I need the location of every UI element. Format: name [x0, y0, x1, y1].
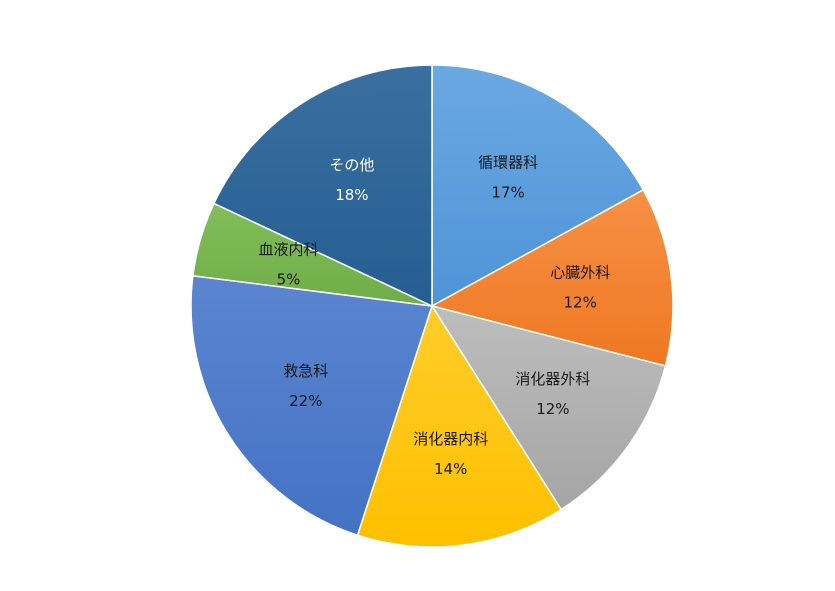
slice-value-label-6: 18% — [335, 186, 368, 204]
slice-name-label-3: 消化器内科 — [413, 430, 488, 448]
slice-name-label-2: 消化器外科 — [515, 370, 590, 388]
pie-slice-4 — [190, 274, 433, 537]
slice-name-label-0: 循環器科 — [478, 153, 538, 171]
slice-value-label-5: 5% — [277, 270, 301, 288]
pie-slice-1 — [429, 188, 674, 367]
labels-layer: 循環器科 17% 心臓外科 12% 消化器外科 12% 消化器内科 14% 救急科 22% 血液内科… — [258, 153, 610, 478]
slice-name-label-5: 血液内科 — [258, 240, 318, 258]
slice-name-label-1: 心臓外科 — [550, 263, 610, 281]
slice-name-label-6: その他 — [329, 156, 374, 174]
slice-value-label-1: 12% — [564, 293, 597, 311]
slice-value-label-2: 12% — [536, 400, 569, 418]
slice-value-label-4: 22% — [289, 392, 322, 410]
pie-slice-0 — [431, 64, 645, 308]
pie-slice-2 — [430, 304, 667, 511]
slice-name-label-4: 救急科 — [283, 362, 328, 380]
slice-value-label-0: 17% — [491, 183, 524, 201]
pie-slice-3 — [356, 304, 563, 548]
slices-layer — [190, 64, 674, 548]
slice-value-label-3: 14% — [434, 460, 467, 478]
pie-slice-6 — [212, 64, 433, 308]
